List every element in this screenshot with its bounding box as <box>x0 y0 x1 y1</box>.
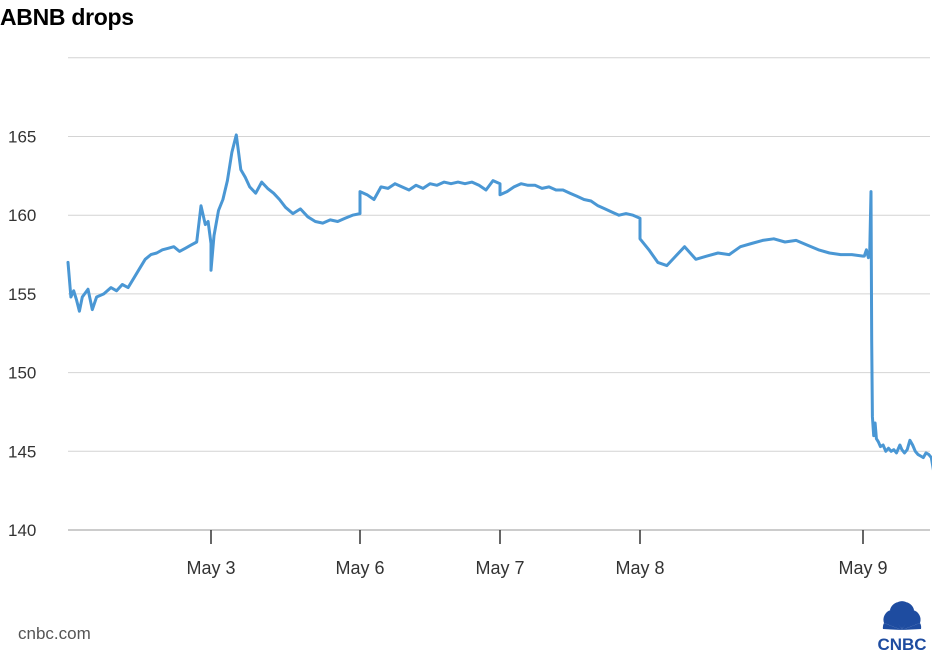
source-label: cnbc.com <box>18 624 91 643</box>
series-lines <box>66 133 932 471</box>
peacock-icon <box>882 601 922 630</box>
brand-wordmark: CNBC <box>877 635 926 654</box>
chart-title: ABNB drops <box>0 4 134 30</box>
x-tick-label: May 3 <box>186 558 235 578</box>
y-tick-label: 165 <box>8 128 36 147</box>
grid-lines <box>68 57 930 531</box>
y-tick-label: 155 <box>8 285 36 304</box>
y-tick-label: 140 <box>8 521 36 540</box>
y-tick-label: 160 <box>8 206 36 225</box>
x-tick-label: May 9 <box>838 558 887 578</box>
x-tick-label: May 6 <box>335 558 384 578</box>
x-axis-ticks: May 3 May 6 May 7 May 8 May 9 <box>186 530 888 578</box>
y-axis-ticks: 140 145 150 155 160 165 <box>8 128 36 541</box>
y-tick-label: 145 <box>8 442 36 461</box>
x-tick-label: May 8 <box>615 558 664 578</box>
y-tick-label: 150 <box>8 364 36 383</box>
series-line-0 <box>66 133 932 471</box>
cnbc-peacock-logo: CNBC <box>877 601 927 654</box>
x-tick-label: May 7 <box>475 558 524 578</box>
